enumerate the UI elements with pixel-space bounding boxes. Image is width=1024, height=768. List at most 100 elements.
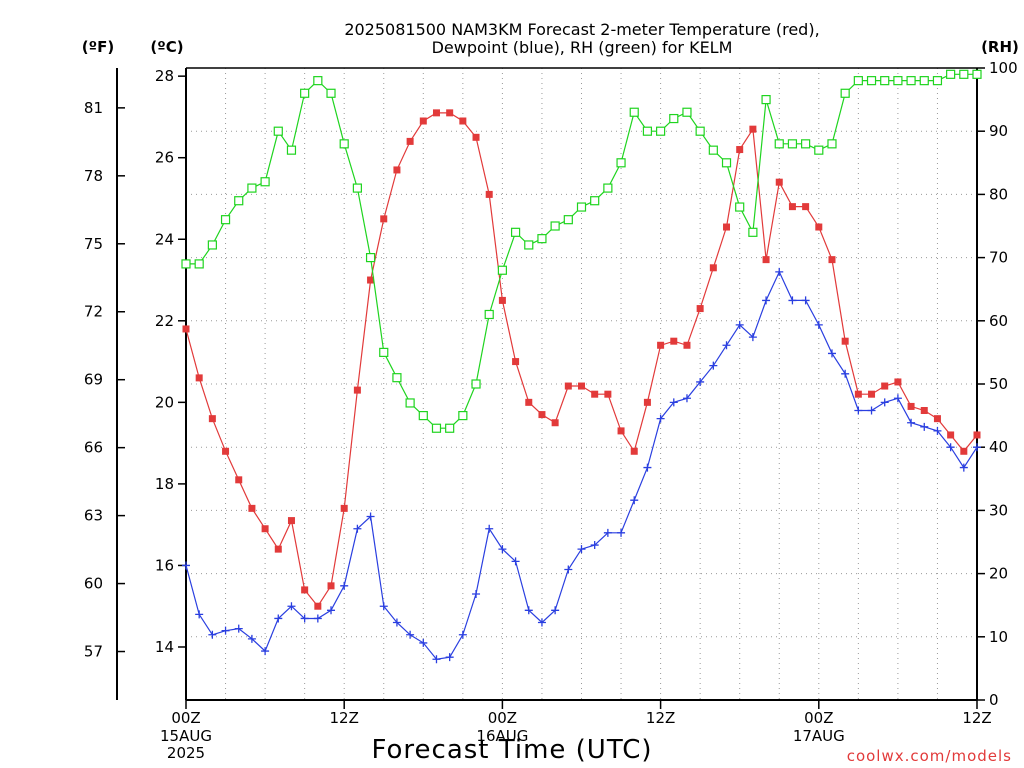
dewpoint-line — [185, 270, 978, 660]
rh-point — [748, 227, 758, 237]
rh-point — [629, 107, 639, 117]
dewpoint-point — [234, 624, 243, 633]
temperature-point — [182, 325, 190, 333]
rh-point — [484, 309, 494, 320]
dewpoint-point — [327, 606, 336, 615]
rh-point — [207, 240, 217, 250]
rh-point — [510, 227, 521, 237]
time-tick-date: 17AUG — [793, 727, 845, 745]
chart-title-line-2: Dewpoint (blue), RH (green) for KELM — [432, 38, 733, 57]
dewpoint-point — [406, 630, 415, 639]
rh-point — [550, 221, 560, 231]
dewpoint-point — [946, 443, 955, 452]
temperature-point — [459, 117, 467, 125]
fahrenheit-tick-label: 72 — [84, 303, 103, 321]
time-tick-label: 00Z — [171, 709, 200, 727]
dewpoint-point — [287, 602, 296, 611]
dewpoint-point — [814, 320, 823, 329]
rh-point — [576, 202, 587, 212]
dewpoint-point — [537, 618, 546, 627]
rh-point — [260, 177, 270, 187]
temperature-point — [380, 215, 388, 223]
dewpoint-point — [827, 349, 836, 358]
dewpoint-point — [472, 589, 481, 598]
temperature-series — [182, 109, 981, 610]
rh-tick-label: 70 — [989, 249, 1008, 267]
dewpoint-point — [379, 602, 388, 611]
dewpoint-point — [696, 377, 705, 386]
temperature-point — [327, 582, 335, 590]
rh-point — [840, 88, 850, 98]
temperature-point — [696, 305, 704, 313]
temperature-point — [406, 137, 414, 145]
temperature-point — [920, 407, 928, 415]
rh-point — [919, 76, 929, 86]
dewpoint-point — [735, 320, 744, 329]
temperature-point — [868, 390, 876, 398]
temperature-point — [367, 276, 375, 284]
rh-tick-label: 100 — [989, 59, 1018, 77]
dewpoint-point — [748, 333, 757, 342]
temperature-point — [960, 447, 968, 455]
dewpoint-point — [221, 626, 230, 635]
rh-point — [247, 183, 257, 193]
dewpoint-point — [353, 524, 362, 533]
dewpoint-point — [511, 557, 520, 566]
dewpoint-point — [458, 630, 467, 639]
rh-point — [682, 107, 692, 117]
temperature-point — [683, 341, 691, 349]
dewpoint-point — [841, 369, 850, 378]
rh-point — [735, 202, 745, 212]
time-tick-label: 00Z — [804, 709, 833, 727]
temperature-point — [287, 517, 295, 525]
temperature-line — [185, 112, 978, 608]
fahrenheit-tick-label: 81 — [84, 99, 103, 117]
time-tick-label: 00Z — [488, 709, 517, 727]
celsius-tick-label: 22 — [155, 312, 174, 330]
temperature-point — [828, 256, 836, 264]
rh-point — [695, 126, 705, 136]
dewpoint-point — [893, 394, 902, 403]
rh-unit-label: (RH) — [981, 38, 1019, 56]
dewpoint-point — [854, 406, 863, 415]
temperature-point — [775, 178, 783, 186]
dewpoint-point — [577, 545, 586, 554]
rh-point — [880, 76, 890, 86]
celsius-tick-label: 24 — [155, 230, 174, 248]
rh-tick-label: 10 — [989, 628, 1008, 646]
chart-title-line-1: 2025081500 NAM3KM Forecast 2-meter Tempe… — [344, 20, 819, 39]
rh-point — [866, 76, 877, 86]
dewpoint-point — [630, 496, 639, 505]
dewpoint-point — [669, 398, 678, 407]
rh-tick-label: 0 — [989, 691, 999, 709]
temperature-point — [947, 431, 955, 439]
temperature-point — [314, 602, 322, 610]
rh-point — [220, 215, 231, 225]
temperature-point — [630, 447, 638, 455]
dewpoint-point — [907, 418, 916, 427]
dewpoint-point — [445, 653, 454, 662]
dewpoint-point — [340, 581, 349, 590]
rh-point — [827, 139, 837, 149]
fahrenheit-tick-label: 63 — [84, 507, 103, 525]
temperature-point — [749, 125, 757, 133]
rh-point — [814, 145, 824, 155]
temperature-point — [854, 390, 862, 398]
rh-point — [853, 76, 863, 86]
dewpoint-point — [366, 512, 375, 521]
fahrenheit-tick-label: 66 — [84, 439, 103, 457]
temperature-point — [525, 398, 533, 406]
rh-point — [418, 411, 428, 421]
dewpoint-point — [195, 610, 204, 619]
temperature-point — [538, 411, 546, 419]
dewpoint-point — [524, 606, 533, 615]
rh-point — [313, 76, 323, 86]
dewpoint-point — [261, 647, 270, 656]
rh-point — [603, 183, 613, 193]
dewpoint-point — [590, 541, 599, 550]
rh-point — [669, 113, 679, 124]
rh-tick-label: 60 — [989, 312, 1008, 330]
dewpoint-point — [722, 341, 731, 350]
temperature-point — [657, 341, 665, 349]
